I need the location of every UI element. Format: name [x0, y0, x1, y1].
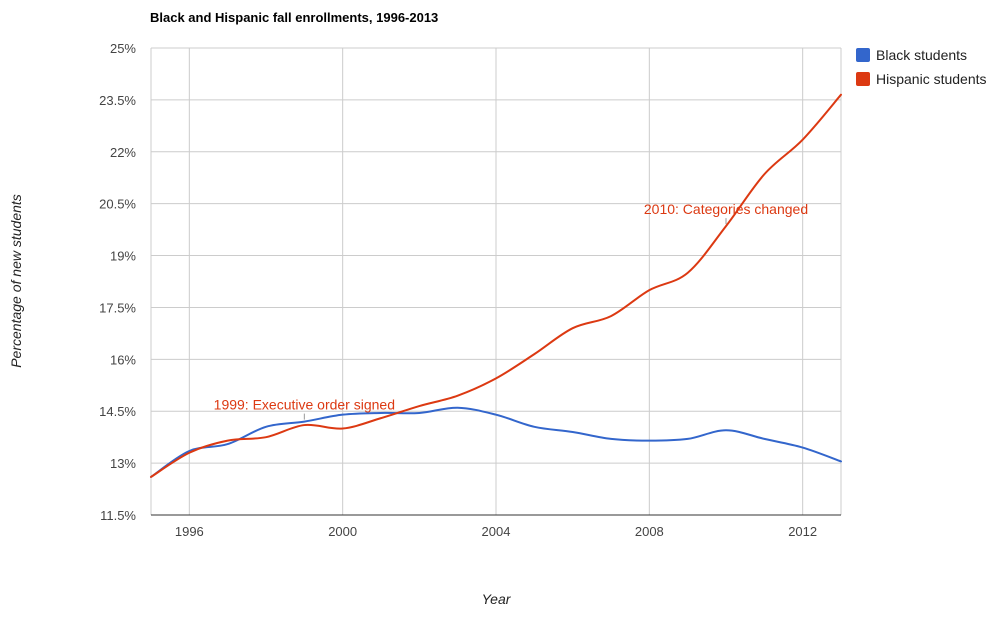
y-tick-label: 25%: [110, 41, 136, 56]
annotations: 1999: Executive order signed 2010: Catego…: [214, 201, 808, 420]
y-tick-label: 22%: [110, 145, 136, 160]
legend-swatch: [856, 48, 870, 62]
y-tick-label: 20.5%: [99, 197, 136, 212]
x-tick-label: 1996: [175, 524, 204, 539]
y-tick-label: 17.5%: [99, 300, 136, 315]
series-line-black-students: [150, 406, 842, 478]
x-tick-label: 2000: [328, 524, 357, 539]
series-line-hispanic-students: [150, 93, 842, 478]
y-axis-title: Percentage of new students: [8, 194, 24, 368]
y-axis-tick-labels: 11.5% 13% 14.5% 16% 17.5% 19% 20.5% 22% 23.5% 25%: [99, 41, 136, 523]
legend-item-hispanic-students[interactable]: Hispanic students: [856, 71, 987, 87]
data-series: [150, 93, 842, 478]
annotation-label: 2010: Categories changed: [644, 201, 808, 217]
y-tick-label: 16%: [110, 352, 136, 367]
x-axis-tick-labels: 1996 2000 2004 2008 2012: [175, 524, 817, 539]
y-tick-label: 19%: [110, 249, 136, 264]
x-tick-label: 2012: [788, 524, 817, 539]
x-tick-label: 2008: [635, 524, 664, 539]
chart-title: Black and Hispanic fall enrollments, 199…: [150, 10, 438, 25]
legend-label: Hispanic students: [876, 71, 987, 87]
annotation-label: 1999: Executive order signed: [214, 397, 395, 413]
legend-label: Black students: [876, 47, 967, 63]
x-tick-label: 2004: [482, 524, 511, 539]
legend-item-black-students[interactable]: Black students: [856, 47, 967, 63]
x-axis-title: Year: [482, 591, 512, 607]
gridlines: [150, 47, 842, 516]
y-tick-label: 14.5%: [99, 404, 136, 419]
y-tick-label: 11.5%: [100, 508, 136, 523]
legend: Black students Hispanic students: [856, 47, 987, 87]
legend-swatch: [856, 72, 870, 86]
y-tick-label: 13%: [110, 456, 136, 471]
y-tick-label: 23.5%: [99, 93, 136, 108]
